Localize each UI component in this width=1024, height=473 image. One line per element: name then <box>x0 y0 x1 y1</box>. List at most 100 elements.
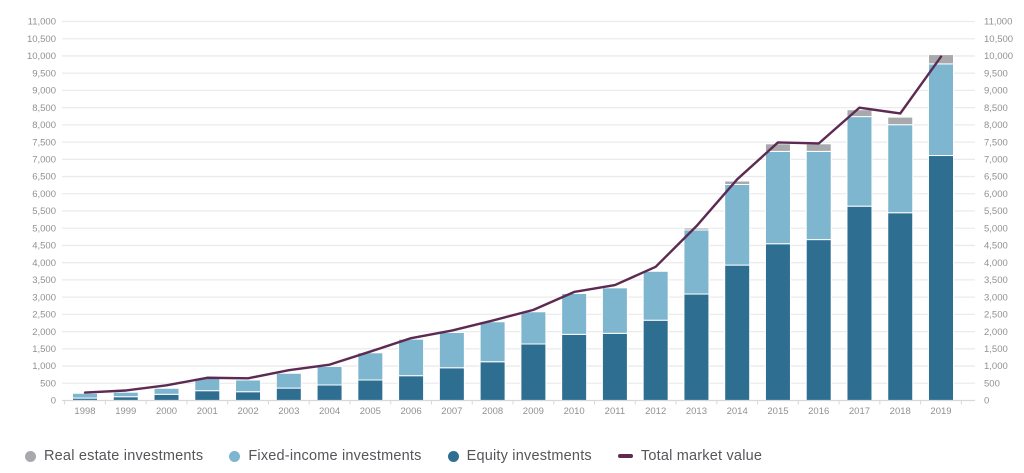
y-axis-label-right-3000: 3,000 <box>984 292 1008 303</box>
bar-2018-fixed-income[interactable] <box>887 124 914 214</box>
bar-2014-fixed-income[interactable] <box>724 183 751 266</box>
bar-2017-fixed-income[interactable] <box>846 116 873 207</box>
x-axis-label-2002: 2002 <box>237 406 258 417</box>
bar-1999-fixed-income[interactable] <box>112 391 139 398</box>
y-axis-label-left-6500: 6,500 <box>32 172 56 183</box>
y-axis-label-right-7500: 7,500 <box>984 137 1008 148</box>
y-axis-label-left-8000: 8,000 <box>32 120 56 131</box>
bar-2011-fixed-income[interactable] <box>601 287 628 334</box>
bar-2003-fixed-income[interactable] <box>275 372 302 389</box>
y-axis-label-right-3500: 3,500 <box>984 275 1008 286</box>
bar-2009-equity[interactable] <box>520 343 547 401</box>
bar-2015-fixed-income[interactable] <box>764 150 791 245</box>
y-axis-label-left-2500: 2,500 <box>32 310 56 321</box>
bar-2018-real[interactable] <box>887 116 914 126</box>
bar-2014-real[interactable] <box>724 180 751 185</box>
bar-2019-fixed-income[interactable] <box>928 63 954 157</box>
bar-2008-fixed-income[interactable] <box>479 321 506 363</box>
chart-legend: Real estate investments Fixed-income inve… <box>25 448 762 464</box>
bar-2002-fixed-income[interactable] <box>235 379 262 393</box>
dot-marker-icon <box>25 450 36 462</box>
bar-2015-equity[interactable] <box>764 243 791 401</box>
bar-2006-fixed-income[interactable] <box>398 338 425 377</box>
bar-2007-fixed-income[interactable] <box>438 331 465 369</box>
y-axis-label-right-9500: 9,500 <box>984 68 1008 79</box>
bar-2013-fixed-income[interactable] <box>683 229 710 295</box>
y-axis-label-left-11000: 11,000 <box>28 17 56 28</box>
bar-2008-equity[interactable] <box>479 361 506 402</box>
legend-item-real-estate-investments[interactable]: Real estate investments <box>25 448 203 464</box>
bar-2016-fixed-income[interactable] <box>805 150 832 241</box>
x-axis-label-2004: 2004 <box>319 406 340 417</box>
legend-item-fixed-income-investments[interactable]: Fixed-income investments <box>229 448 421 464</box>
bar-2000-fixed-income[interactable] <box>153 387 180 395</box>
bar-2017-equity[interactable] <box>846 205 873 401</box>
bar-2000-equity[interactable] <box>153 393 180 402</box>
bar-2010-fixed-income[interactable] <box>561 293 588 335</box>
bar-2019-real[interactable] <box>928 54 954 65</box>
bar-2005-equity[interactable] <box>357 379 384 401</box>
bar-2012-fixed-income[interactable] <box>642 270 669 321</box>
bar-2009-fixed-income[interactable] <box>520 311 547 345</box>
bar-2018-equity[interactable] <box>887 212 914 401</box>
bar-2016-equity[interactable] <box>805 239 832 401</box>
y-axis-label-left-500: 500 <box>40 378 56 389</box>
bar-2003-equity[interactable] <box>275 387 302 402</box>
bar-2019-equity[interactable] <box>928 155 954 401</box>
y-axis-label-right-7000: 7,000 <box>984 155 1008 166</box>
y-axis-label-left-10500: 10,500 <box>27 34 56 45</box>
legend-item-equity-investments[interactable]: Equity investments <box>447 448 592 464</box>
x-axis-label-2016: 2016 <box>808 406 829 417</box>
bar-2004-fixed-income[interactable] <box>316 365 343 386</box>
bar-2017-real[interactable] <box>846 109 873 118</box>
x-axis-label-2014: 2014 <box>727 406 748 417</box>
y-axis-label-left-4500: 4,500 <box>32 241 56 252</box>
bar-2001-equity[interactable] <box>194 390 221 401</box>
y-axis-label-left-7500: 7,500 <box>32 137 56 148</box>
y-axis-label-left-5000: 5,000 <box>32 223 56 234</box>
x-axis-label-1998: 1998 <box>74 406 95 417</box>
bar-2012-equity[interactable] <box>642 319 669 402</box>
total-market-value-line <box>83 55 943 394</box>
y-axis-label-left-1000: 1,000 <box>32 361 56 372</box>
bar-2007-equity[interactable] <box>438 367 465 402</box>
x-axis-label-2015: 2015 <box>767 406 788 417</box>
y-axis-label-right-5500: 5,500 <box>984 206 1008 217</box>
bar-1998-fixed-income[interactable] <box>72 392 98 399</box>
bar-2005-fixed-income[interactable] <box>357 352 384 381</box>
bar-2006-equity[interactable] <box>398 375 425 401</box>
y-axis-label-left-6000: 6,000 <box>32 189 56 200</box>
y-axis-label-right-500: 500 <box>984 378 1000 389</box>
bar-2014-equity[interactable] <box>724 264 751 401</box>
y-axis-label-right-11000: 11,000 <box>984 17 1012 28</box>
legend-label: Fixed-income investments <box>248 448 422 464</box>
y-axis-label-right-5000: 5,000 <box>984 223 1008 234</box>
y-axis-label-left-1500: 1,500 <box>32 344 56 355</box>
y-axis-label-left-4000: 4,000 <box>32 258 56 269</box>
bar-2013-equity[interactable] <box>683 293 710 402</box>
y-axis-label-right-8500: 8,500 <box>984 103 1008 114</box>
bar-2002-equity[interactable] <box>235 391 262 401</box>
y-axis-label-left-5500: 5,500 <box>32 206 56 217</box>
line-marker-icon <box>617 454 633 458</box>
x-axis-label-2003: 2003 <box>278 406 299 417</box>
x-axis-label-2000: 2000 <box>156 406 177 417</box>
legend-item-total-market-value[interactable]: Total market value <box>617 448 763 464</box>
y-axis-label-right-4000: 4,000 <box>984 258 1008 269</box>
bar-2013-real[interactable] <box>683 227 710 231</box>
y-axis-label-left-2000: 2,000 <box>32 327 56 338</box>
y-axis-label-left-9500: 9,500 <box>32 68 56 79</box>
x-axis-label-2012: 2012 <box>645 406 666 417</box>
y-axis-label-right-0: 0 <box>984 396 989 407</box>
bar-2016-real[interactable] <box>805 143 832 152</box>
bar-2004-equity[interactable] <box>316 384 343 401</box>
legend-label: Equity investments <box>466 448 592 464</box>
y-axis-label-right-6500: 6,500 <box>984 172 1008 183</box>
y-axis-label-right-6000: 6,000 <box>984 189 1008 200</box>
y-axis-label-left-9000: 9,000 <box>32 86 56 97</box>
y-axis-label-left-7000: 7,000 <box>32 155 56 166</box>
bar-2010-equity[interactable] <box>561 333 588 401</box>
legend-label: Total market value <box>640 448 763 464</box>
bar-2011-equity[interactable] <box>601 332 628 401</box>
